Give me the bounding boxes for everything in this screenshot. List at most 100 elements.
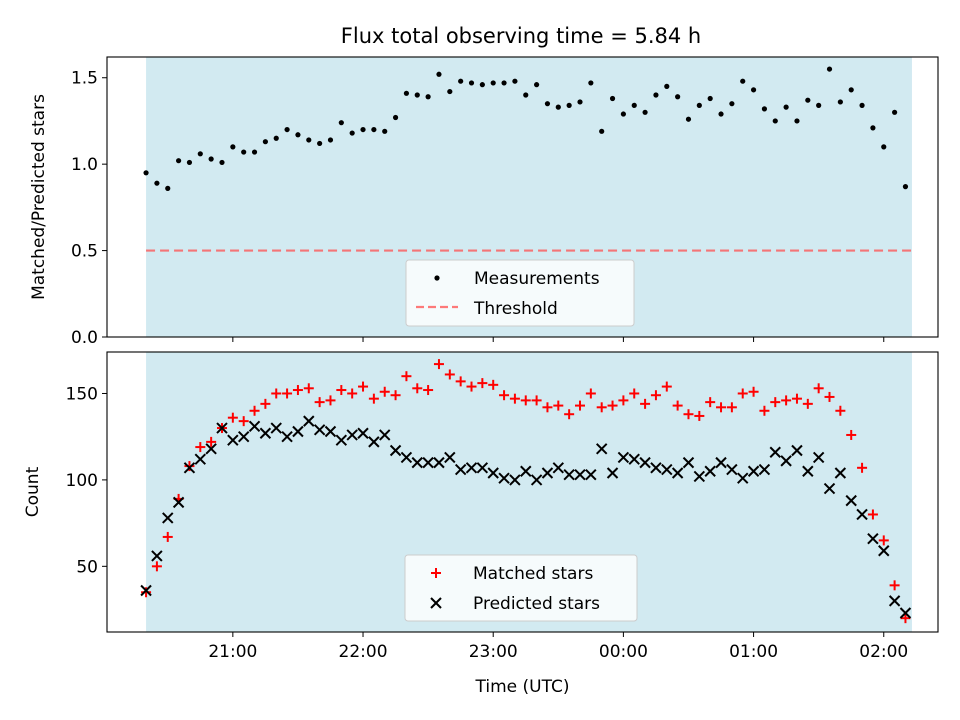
- cross-stroke-b: [661, 463, 673, 476]
- predicted-star-point: [465, 462, 478, 474]
- measurement-point: [642, 109, 648, 115]
- matched-star-point: [629, 388, 640, 399]
- matched-star-point: [184, 461, 195, 472]
- measurement-point: [360, 126, 366, 133]
- matched-star-point: [412, 383, 423, 394]
- measurement-point: [783, 104, 789, 110]
- matched-star-point: [249, 405, 260, 416]
- predicted-star-points: [140, 415, 912, 619]
- predicted-star-point: [335, 434, 348, 446]
- predicted-star-point: [227, 434, 239, 446]
- matched-star-point: [705, 397, 716, 408]
- matched-star-point: [791, 393, 802, 404]
- predicted-star-point: [639, 456, 651, 469]
- cross-stroke-b: [368, 436, 380, 448]
- cross-stroke-b: [140, 584, 152, 597]
- predicted-star-point: [671, 467, 684, 479]
- measurement-point: [816, 102, 822, 108]
- predicted-star-point: [379, 429, 391, 441]
- matched-star-point: [162, 531, 173, 542]
- cross-stroke-b: [791, 444, 803, 457]
- predicted-star-point: [346, 429, 358, 441]
- matched-star-point: [401, 371, 412, 382]
- cross-stroke-b: [183, 462, 196, 474]
- matched-star-point: [433, 359, 444, 370]
- top-y-tick-label: 0.0: [71, 328, 98, 348]
- predicted-star-point: [661, 463, 673, 476]
- measurement-point: [392, 114, 399, 121]
- matched-star-point: [607, 400, 618, 411]
- measurement-point: [588, 80, 594, 86]
- measurement-point: [653, 92, 659, 98]
- measurement-point: [761, 106, 768, 112]
- measurement-point: [620, 111, 626, 117]
- predicted-star-point: [476, 462, 489, 474]
- matched-star-point: [889, 580, 900, 591]
- measurement-point: [740, 78, 746, 84]
- matched-star-point: [151, 561, 162, 572]
- predicted-star-point: [194, 453, 207, 465]
- predicted-star-point: [791, 444, 803, 457]
- matched-star-point: [227, 412, 238, 423]
- matched-star-point: [672, 400, 683, 411]
- matched-star-point: [564, 409, 575, 420]
- cross-stroke-b: [335, 434, 348, 446]
- bottom-x-ticks: 21:00 22:00 23:00 00:00 01:00 02:00: [208, 632, 908, 662]
- cross-stroke-b: [867, 532, 879, 545]
- cross-stroke-b: [899, 607, 912, 619]
- matched-star-point: [770, 397, 781, 408]
- measurement-point: [696, 102, 702, 108]
- cross-stroke-b: [845, 494, 857, 507]
- cross-stroke-b: [248, 420, 261, 433]
- measurement-point: [848, 87, 854, 93]
- chart-title: Flux total observing time = 5.84 h: [341, 24, 701, 48]
- predicted-star-point: [693, 470, 706, 483]
- predicted-star-point: [715, 456, 727, 469]
- measurement-point: [403, 90, 410, 96]
- cross-stroke-b: [780, 455, 792, 467]
- predicted-star-point: [834, 467, 847, 479]
- matched-star-point: [347, 388, 358, 399]
- cross-stroke-b: [856, 508, 868, 521]
- cross-stroke-b: [270, 422, 282, 434]
- predicted-star-point: [183, 462, 196, 474]
- measurement-point: [143, 170, 149, 176]
- matched-star-point: [271, 388, 282, 399]
- measurement-point: [371, 126, 377, 133]
- x-tick-label: 21:00: [208, 642, 257, 662]
- measurement-point: [295, 132, 301, 138]
- predicted-star-point: [769, 446, 781, 458]
- predicted-star-point: [758, 463, 771, 476]
- measurement-point: [176, 158, 182, 164]
- cross-stroke-b: [878, 545, 890, 557]
- measurement-point: [577, 99, 583, 105]
- matched-star-point: [195, 442, 206, 453]
- matched-star-point: [303, 383, 314, 394]
- cross-stroke-b: [671, 467, 684, 479]
- top-y-tick-label: 0.5: [71, 242, 98, 262]
- cross-stroke-b: [563, 469, 575, 481]
- cross-stroke-b: [389, 444, 402, 457]
- cross-stroke-b: [281, 430, 293, 443]
- predicted-star-point: [487, 467, 499, 479]
- measurement-point: [414, 92, 420, 98]
- cross-stroke-b: [216, 422, 228, 434]
- bottom-legend: Matched stars Predicted stars: [404, 554, 638, 622]
- top-legend: Measurements Threshold: [405, 259, 635, 327]
- matched-star-point: [520, 395, 531, 406]
- cross-stroke-b: [812, 451, 825, 464]
- predicted-star-point: [140, 584, 152, 597]
- cross-stroke-b: [834, 467, 847, 479]
- cross-stroke-b: [650, 462, 662, 474]
- cross-stroke-b: [324, 425, 337, 438]
- cross-stroke-b: [357, 427, 369, 439]
- predicted-star-point: [303, 415, 315, 427]
- matched-star-point: [292, 385, 303, 396]
- legend-label-threshold: Threshold: [473, 299, 558, 319]
- measurement-point: [609, 95, 616, 102]
- matched-star-points: [141, 359, 911, 624]
- predicted-star-point: [389, 444, 402, 457]
- matched-star-point: [390, 390, 401, 401]
- predicted-star-point: [509, 474, 521, 486]
- matched-star-point: [509, 393, 520, 404]
